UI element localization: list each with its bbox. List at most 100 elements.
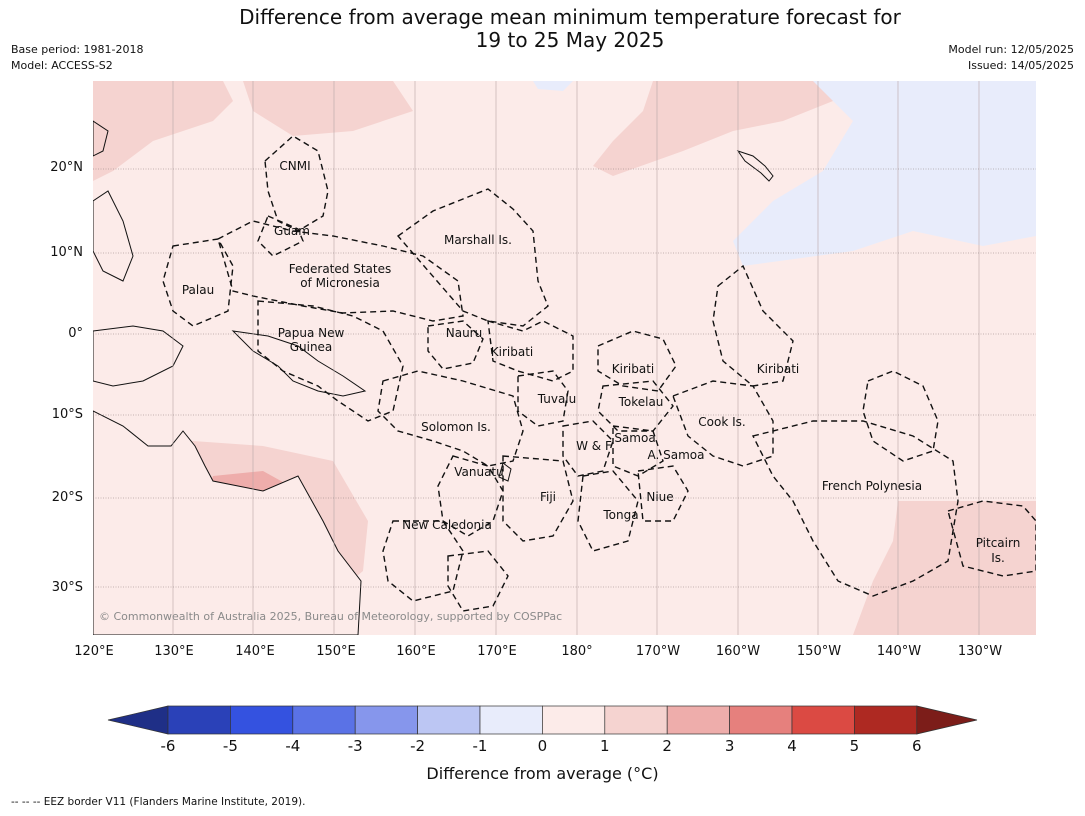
eez-kiribati-phoenix: [597, 330, 677, 392]
lon-label-140w: 140°W: [876, 644, 922, 659]
eez-niue: [637, 465, 689, 522]
eez-nauru: [427, 320, 484, 370]
eez-footnote: -- -- -- EEZ border V11 (Flanders Marine…: [11, 796, 306, 808]
map-canvas: CNMI Guam Marshall Is. Federated States …: [93, 81, 1036, 635]
colorbar-swatch: [479, 705, 543, 735]
title-line-2: 19 to 25 May 2025: [475, 28, 665, 52]
colorbar-label: Difference from average (°C): [426, 764, 659, 783]
lat-label-30s: 30°S: [51, 580, 83, 595]
label-tonga: Tonga: [602, 508, 638, 522]
eez-pitcairn: [947, 500, 1036, 577]
colorbar-tick-label: 4: [787, 737, 797, 755]
fiji-islands: [498, 462, 512, 482]
lat-label-20n: 20°N: [50, 160, 83, 175]
label-vanuatu: Vanuatu: [454, 465, 504, 479]
lat-label-20s: 20°S: [51, 490, 83, 505]
title-line-1: Difference from average mean minimum tem…: [239, 5, 901, 29]
label-french-polynesia: French Polynesia: [822, 479, 922, 493]
label-samoa: Samoa: [614, 431, 655, 445]
base-period: Base period: 1981-2018: [11, 43, 144, 56]
label-wf: W & F: [576, 439, 612, 453]
eez-cnmi: [264, 135, 329, 232]
colorbar-swatch: [604, 705, 668, 735]
anomaly-1-2-southeast: [853, 501, 1036, 635]
label-fsm-1: Federated States: [289, 262, 391, 276]
label-niue: Niue: [646, 490, 673, 504]
lat-label-10n: 10°N: [50, 245, 83, 260]
anomaly-neg-small: [533, 81, 573, 91]
colorbar-swatch: [666, 705, 730, 735]
lon-label-160e: 160°E: [396, 644, 436, 659]
model-name: Model: ACCESS-S2: [11, 59, 113, 72]
eez-samoa: [612, 425, 664, 477]
lon-label-130e: 130°E: [154, 644, 194, 659]
label-kiribati-3: Kiribati: [757, 362, 799, 376]
colorbar-tick-label: -2: [410, 737, 426, 755]
meta-right: Model run: 12/05/2025 Issued: 14/05/2025: [948, 42, 1074, 74]
taiwan-coastline: [93, 120, 109, 157]
region-labels: CNMI Guam Marshall Is. Federated States …: [182, 159, 1020, 565]
lon-label-170w: 170°W: [635, 644, 681, 659]
colorbar-extend-high: [916, 705, 978, 735]
colorbar-tick-label: 6: [912, 737, 922, 755]
forecast-map: CNMI Guam Marshall Is. Federated States …: [93, 81, 1036, 635]
label-kiribati-2: Kiribati: [612, 362, 654, 376]
colorbar-swatch: [542, 705, 606, 735]
label-fiji: Fiji: [540, 490, 556, 504]
eez-kiribati-line: [712, 264, 794, 387]
colorbar: [107, 705, 978, 735]
label-tokelau: Tokelau: [618, 395, 664, 409]
eez-vanuatu: [437, 455, 504, 537]
colorbar-tick-label: -1: [472, 737, 488, 755]
label-fsm-2: of Micronesia: [300, 276, 380, 290]
australia-coastline: [93, 410, 362, 635]
colorbar-tick-label: 2: [662, 737, 672, 755]
label-pitcairn-2: Is.: [991, 551, 1005, 565]
colorbar-swatch: [854, 705, 918, 735]
label-solomon: Solomon Is.: [421, 420, 491, 434]
latitude-lines: [93, 168, 1036, 588]
eez-palau: [162, 238, 234, 327]
label-kiribati-1: Kiribati: [491, 345, 533, 359]
lon-label-140e: 140°E: [235, 644, 275, 659]
lon-label-170e: 170°E: [477, 644, 517, 659]
lon-label-150e: 150°E: [316, 644, 356, 659]
eez-marshall: [396, 188, 549, 327]
eez-new-caledonia: [382, 520, 464, 602]
label-cook: Cook Is.: [698, 415, 745, 429]
copyright-notice: © Commonwealth of Australia 2025, Bureau…: [99, 610, 563, 623]
eez-wallis-futuna: [562, 420, 614, 477]
label-new-caledonia: New Caledonia: [402, 518, 492, 532]
eez-kiribati-gilbert: [487, 320, 574, 382]
colorbar-swatch: [292, 705, 356, 735]
model-run: Model run: 12/05/2025: [948, 43, 1074, 56]
colorbar-tick-label: 0: [537, 737, 548, 755]
label-tuvalu: Tuvalu: [537, 392, 577, 406]
lat-label-0: 0°: [68, 326, 83, 341]
label-palau: Palau: [182, 283, 214, 297]
lon-label-160w: 160°W: [715, 644, 761, 659]
colorbar-tick-label: 1: [600, 737, 610, 755]
anomaly-1-2-northeast: [593, 81, 843, 176]
colorbar-swatch: [230, 705, 294, 735]
eez-tuvalu: [517, 370, 569, 427]
colorbar-swatch: [417, 705, 481, 735]
philippines-coastline: [93, 190, 134, 282]
eez-solomon: [377, 370, 524, 467]
colorbar-swatch: [791, 705, 855, 735]
label-asamoa: A. Samoa: [648, 448, 705, 462]
issued-date: Issued: 14/05/2025: [967, 59, 1074, 72]
lat-label-10s: 10°S: [51, 407, 83, 422]
eez-cook-north: [672, 380, 774, 467]
anomaly-1-2-north: [243, 81, 413, 136]
colorbar-extend-low: [107, 705, 169, 735]
label-png-2: Guinea: [290, 340, 333, 354]
lon-label-120e: 120°E: [74, 644, 114, 659]
eez-tonga: [577, 470, 639, 552]
eez-fiji: [502, 455, 574, 542]
label-pitcairn-1: Pitcairn: [976, 536, 1021, 550]
label-nauru: Nauru: [446, 326, 482, 340]
colorbar-tick-label: -5: [222, 737, 238, 755]
colorbar-tick-label: -6: [160, 737, 176, 755]
colorbar-tick-label: -3: [347, 737, 363, 755]
